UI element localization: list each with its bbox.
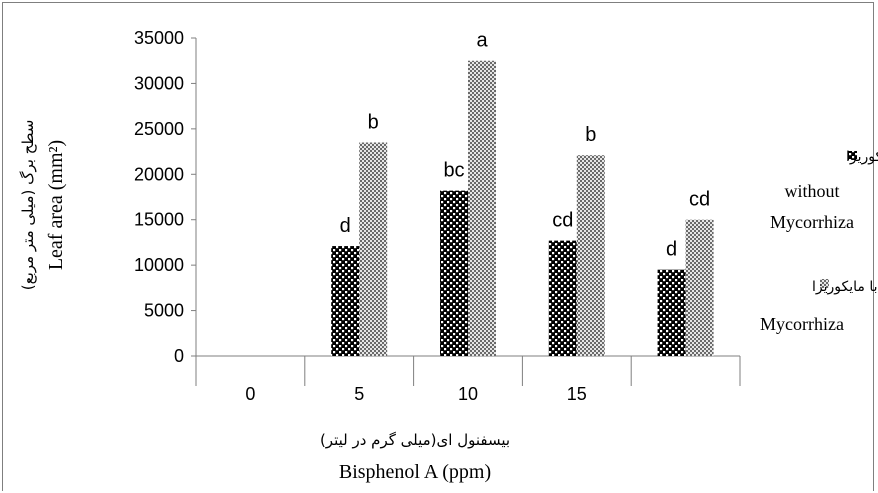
bar-mycorrhiza [576,155,605,356]
x-axis-title: Bisphenol A (ppm) [339,461,491,483]
legend-swatch-mycorrhiza [820,279,829,288]
bar-without-mycorrhiza [548,240,577,356]
significance-letter: d [666,239,677,261]
y-tick-label: 0 [174,346,184,366]
y-tick-label: 20000 [134,164,184,184]
bar-mycorrhiza [685,219,714,356]
x-tick-label: 0 [245,384,255,404]
x-tick-labels: 0 5 10 15 [245,384,586,404]
x-tick-label: 5 [354,384,364,404]
legend-label-fa-without-mycorrhiza: بدون مایکوریزا [846,149,878,165]
bar-mycorrhiza [359,142,388,356]
y-tick-label: 10000 [134,255,184,275]
bar-without-mycorrhiza [331,246,360,356]
bars [331,60,714,356]
significance-letter: a [476,30,488,52]
legend-label-mycorrhiza: Mycorrhiza [760,314,844,334]
x-axis-title-fa: بیسفنول ای(میلی گرم در لیتر) [320,431,510,449]
y-axis-title-fa: سطح برگ (میلی متر مربع) [19,120,37,291]
bar-without-mycorrhiza [440,190,468,356]
y-axis-title: Leaf area (mm²) [45,140,67,270]
significance-letter: bc [443,160,464,182]
significance-letter: d [340,215,351,237]
significance-letter: cd [689,189,710,211]
significance-letter: b [368,111,379,133]
significance-letters: d b bc a cd b d cd [340,30,711,261]
significance-letter: b [585,124,596,146]
x-tick-label: 15 [567,384,587,404]
legend-label-fa-mycorrhiza: با مایکوریزا [812,279,878,295]
legend-swatch-without-mycorrhiza [848,151,857,160]
bar-mycorrhiza [468,60,496,356]
y-tick-label: 25000 [134,119,184,139]
y-tick-label: 15000 [134,210,184,230]
y-tick-label: 5000 [144,301,184,321]
bar-without-mycorrhiza [657,269,686,356]
y-tick-labels: 0 5000 10000 15000 20000 25000 30000 35000 [134,28,184,366]
legend-label-without-mycorrhiza: without Mycorrhiza [770,181,854,232]
y-tick-label: 30000 [134,73,184,93]
x-tick-label: 10 [458,384,478,404]
significance-letter: cd [552,210,573,232]
y-tick-label: 35000 [134,28,184,48]
